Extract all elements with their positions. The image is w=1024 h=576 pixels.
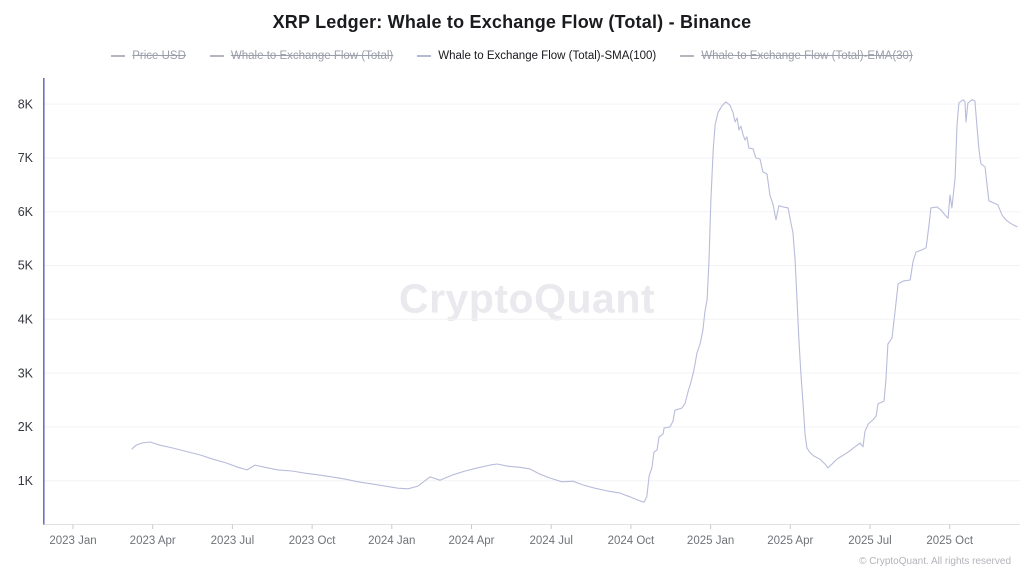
x-tick-label: 2025 Oct: [926, 535, 973, 547]
x-tick-label: 2025 Apr: [767, 535, 813, 547]
legend-item-price-usd[interactable]: Price USD: [111, 50, 186, 62]
y-tick-label: 1K: [18, 474, 34, 488]
legend-item-whale-to-exchange-flow-total-ema-30-[interactable]: Whale to Exchange Flow (Total)-EMA(30): [680, 50, 913, 62]
y-tick-label: 4K: [18, 313, 34, 327]
y-tick-label: 3K: [18, 366, 34, 380]
y-tick-label: 7K: [18, 151, 34, 165]
y-tick-label: 5K: [18, 259, 34, 273]
sma-100-line: [131, 99, 1018, 503]
chart-legend: Price USD Whale to Exchange Flow (Total) W…: [0, 50, 1024, 62]
x-tick-label: 2023 Jan: [49, 535, 96, 547]
chart-title: XRP Ledger: Whale to Exchange Flow (Tota…: [272, 12, 752, 32]
legend-label: Whale to Exchange Flow (Total)-SMA(100): [438, 50, 657, 62]
y-tick-label: 6K: [18, 205, 34, 219]
x-tick-label: 2025 Jan: [687, 535, 734, 547]
legend-dash-icon: [209, 55, 224, 57]
y-tick-label: 8K: [18, 97, 34, 111]
legend-dash-icon: [417, 55, 432, 57]
legend-item-whale-to-exchange-flow-total-sma-100-[interactable]: Whale to Exchange Flow (Total)-SMA(100): [417, 50, 656, 62]
copyright-notice: © CryptoQuant. All rights reserved: [859, 556, 1011, 567]
legend-label: Whale to Exchange Flow (Total)-EMA(30): [701, 50, 913, 62]
x-tick-label: 2024 Oct: [608, 535, 655, 547]
x-tick-label: 2023 Apr: [130, 535, 176, 547]
x-tick-label: 2025 Jul: [848, 535, 891, 547]
x-tick-label: 2024 Apr: [448, 535, 494, 547]
legend-label: Whale to Exchange Flow (Total): [230, 50, 394, 62]
legend-item-whale-to-exchange-flow-total-[interactable]: Whale to Exchange Flow (Total): [209, 50, 394, 62]
x-tick-label: 2023 Oct: [289, 535, 336, 547]
x-tick-label: 2023 Jul: [211, 535, 254, 547]
legend-label: Price USD: [132, 50, 186, 62]
x-tick-label: 2024 Jan: [368, 535, 415, 547]
x-tick-label: 2024 Jul: [529, 535, 572, 547]
legend-dash-icon: [111, 55, 126, 57]
cryptoquant-watermark: CryptoQuant: [398, 275, 656, 322]
legend-dash-icon: [680, 55, 695, 57]
y-tick-label: 2K: [18, 420, 34, 434]
